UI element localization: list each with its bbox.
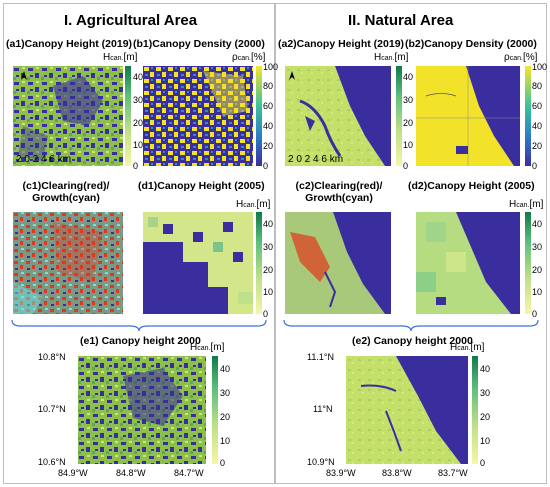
map-d2-canopy-height-2005 [416, 212, 520, 314]
panel-label-d2: (d2)Canopy Height (2005) [408, 180, 535, 192]
panel-label-c1: (c1)Clearing(red)/Growth(cyan) [22, 180, 110, 204]
brace-natural [283, 319, 539, 332]
a2-colorbar-unit: Hcan.[m] [374, 52, 409, 63]
e1-colorbar-unit: Hcan.[m] [190, 342, 225, 353]
e1-colorbar [212, 356, 218, 464]
scalebar: 2 0 2 4 6 km [16, 154, 72, 165]
a1-colorbar-unit: Hcan.[m] [103, 52, 138, 63]
panel-label-e1: (e1) Canopy height 2000 [80, 335, 201, 347]
map-b1-canopy-density-2000 [143, 66, 253, 166]
b2-colorbar [525, 66, 531, 166]
e2-colorbar-unit: Hcan.[m] [450, 342, 485, 353]
panel-label-b2: (b2)Canopy Density (2000) [405, 38, 537, 50]
a2-colorbar [396, 66, 402, 166]
b1-colorbar [256, 66, 262, 166]
d1-colorbar [256, 212, 262, 314]
map-d1-canopy-height-2005 [143, 212, 253, 314]
map-e2-canopy-height-2000 [346, 356, 468, 464]
b2-colorbar-unit: ρcan.[%] [504, 52, 538, 63]
map-a1-canopy-height-2019 [13, 66, 123, 166]
north-arrow-icon [289, 71, 295, 80]
panel-label-e2: (e2) Canopy height 2000 [352, 335, 473, 347]
c1-colorbar-unit: Hcan.[m] [236, 199, 271, 210]
brace-agri [11, 319, 267, 332]
map-c1-clearing-growth [13, 212, 123, 314]
north-arrow-icon [21, 71, 27, 80]
map-b2-canopy-density-2000 [416, 66, 520, 166]
agricultural-frame [3, 3, 275, 484]
e2-colorbar [472, 356, 478, 464]
agricultural-title: I. Agricultural Area [64, 12, 198, 29]
map-a2-canopy-height-2019 [285, 66, 391, 166]
panel-label-a1: (a1)Canopy Height (2019) [6, 38, 133, 50]
panel-label-a2: (a2)Canopy Height (2019) [278, 38, 405, 50]
c2-colorbar-unit: Hcan.[m] [509, 199, 544, 210]
d2-colorbar [525, 212, 531, 314]
scalebar-natural: 2 0 2 4 6 km [288, 154, 344, 165]
panel-label-c2: (c2)Clearing(red)/Growth(cyan) [295, 180, 383, 204]
map-e1-canopy-height-2000 [78, 356, 206, 464]
a1-colorbar [125, 66, 131, 166]
natural-frame [275, 3, 547, 484]
panel-label-d1: (d1)Canopy Height (2005) [138, 180, 265, 192]
map-c2-clearing-growth [285, 212, 391, 314]
b1-colorbar-unit: ρcan.[%] [232, 52, 266, 63]
natural-title: II. Natural Area [348, 12, 454, 29]
panel-label-b1: (b1)Canopy Density (2000) [133, 38, 265, 50]
